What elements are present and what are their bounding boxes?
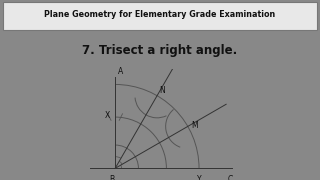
Text: A: A: [117, 67, 123, 76]
Text: C: C: [228, 175, 233, 180]
Text: B: B: [109, 175, 114, 180]
Text: Y: Y: [197, 175, 201, 180]
Text: 7. Trisect a right angle.: 7. Trisect a right angle.: [82, 44, 238, 57]
Text: Plane Geometry for Elementary Grade Examination: Plane Geometry for Elementary Grade Exam…: [44, 10, 276, 19]
Text: M: M: [191, 121, 198, 130]
Text: N: N: [159, 86, 165, 94]
Text: X: X: [105, 111, 110, 120]
